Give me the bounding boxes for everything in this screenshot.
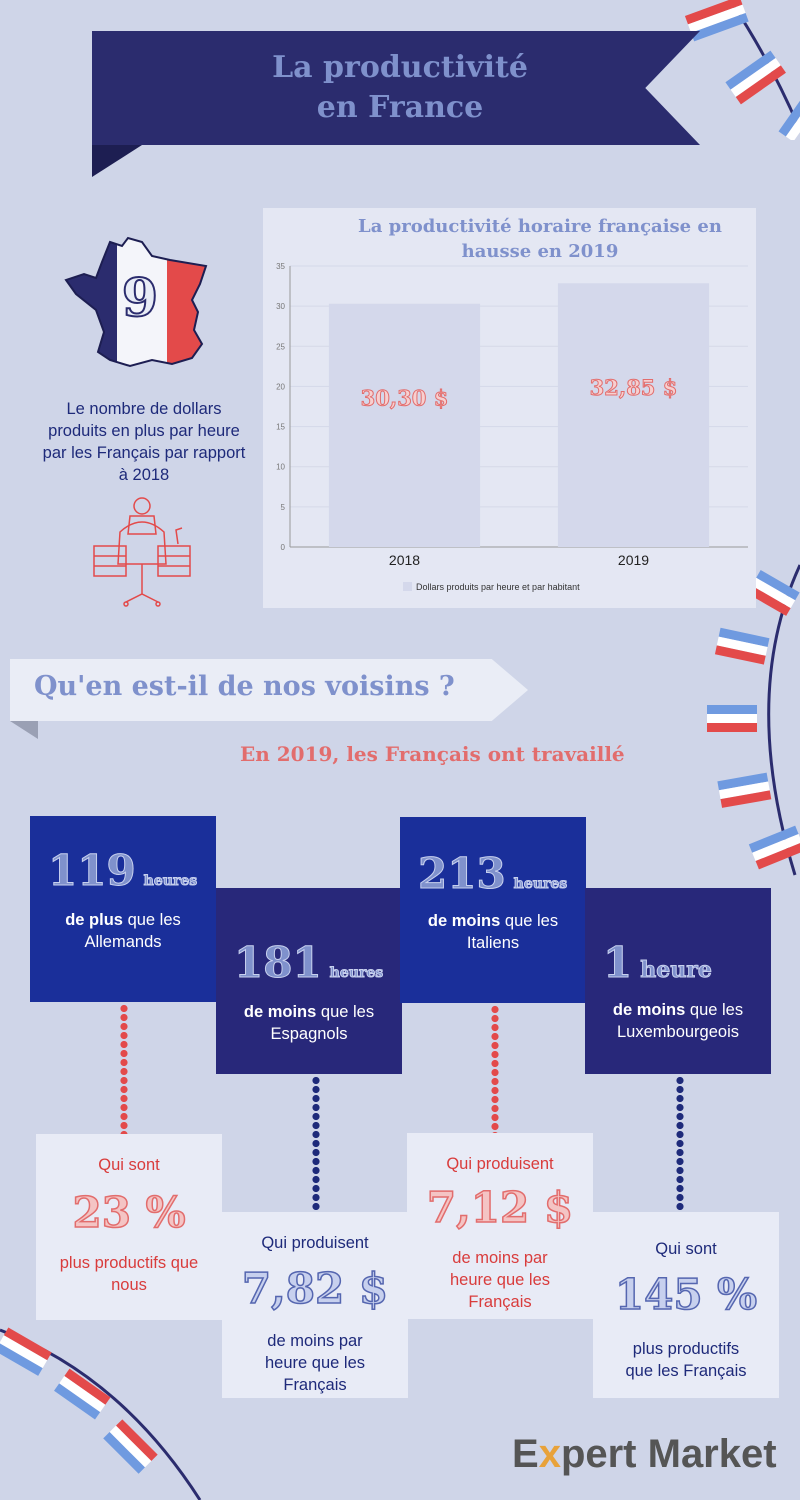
legend-swatch (403, 582, 412, 591)
hours-figure: 181 heures (234, 938, 402, 988)
page-title-line2: en France (316, 90, 484, 125)
comparison-card-germany: 119 heures de plus que les Allemands (30, 816, 216, 1002)
result-card-italy: Qui produisent 7,12 $ de moins par heure… (407, 1133, 593, 1319)
result-lead: Qui produisent (446, 1155, 554, 1173)
comparison-card-italy: 213 heures de moins que les Italiens (400, 817, 586, 1003)
logo-x: x (538, 1432, 561, 1476)
france-description: Le nombre de dollars produits en plus pa… (42, 400, 246, 484)
legend-label: Dollars produits par heure et par habita… (416, 582, 580, 592)
comparison-bold: de moins (612, 1001, 686, 1019)
dotted-connector (312, 1076, 320, 1210)
desk-worker-icon (93, 497, 191, 607)
y-tick-label: 10 (276, 463, 285, 472)
dotted-connector (120, 1004, 128, 1134)
x-tick-label: 2018 (389, 552, 420, 568)
x-tick-label: 2019 (618, 552, 649, 568)
comparison-card-luxembourg: 1 heure de moins que les Luxembourgeois (585, 888, 771, 1074)
comparison-bold: de plus (65, 911, 123, 929)
comparison-rest: que les Luxembourgeois (617, 1001, 744, 1041)
comparison-bold: de moins (243, 1003, 317, 1021)
dotted-connector (491, 1005, 499, 1133)
dotted-connector (676, 1076, 684, 1210)
hours-unit: heure (640, 957, 713, 984)
hours-unit: heures (143, 873, 198, 890)
result-value: 7,12 $ (426, 1182, 574, 1233)
result-lead: Qui sont (655, 1240, 717, 1258)
y-tick-label: 15 (276, 423, 285, 432)
comparison-card-spain: 181 heures de moins que les Espagnols (216, 888, 402, 1074)
comparison-rest: que les Espagnols (270, 1003, 375, 1043)
page-title: La productivité en France (200, 48, 600, 128)
hours-figure: 213 heures (418, 849, 586, 899)
hours-unit: heures (329, 965, 384, 982)
hours-number: 181 (234, 938, 323, 988)
result-card-germany: Qui sont 23 % plus productifs que nous (36, 1134, 222, 1320)
section-heading: Qu'en est-il de nos voisins ? (34, 671, 455, 702)
logo-part: E (512, 1432, 539, 1476)
section-banner-fold (10, 721, 38, 739)
comparison-bold: de moins (427, 912, 501, 930)
result-text: plus productifs que nous (59, 1254, 199, 1294)
bar-data-label: 30,30 $ (361, 385, 449, 410)
hours-number: 1 (602, 938, 633, 988)
y-tick-label: 30 (276, 302, 285, 311)
y-tick-label: 25 (276, 342, 285, 351)
bar (328, 303, 481, 547)
france-number: 9 (121, 267, 159, 330)
comparison-text: de moins que les Luxembourgeois (585, 999, 771, 1043)
hours-figure: 1 heure (602, 938, 771, 988)
y-tick-label: 20 (276, 382, 285, 391)
y-tick-label: 5 (281, 503, 286, 512)
result-text: plus productifs que les Français (625, 1340, 747, 1380)
result-lead: Qui sont (98, 1156, 160, 1174)
hours-figure: 119 heures (48, 846, 216, 896)
hours-number: 213 (418, 849, 507, 899)
comparison-text: de moins que les Espagnols (216, 1001, 402, 1045)
logo-part: pert Market (560, 1432, 777, 1476)
y-tick-label: 35 (276, 262, 285, 271)
expert-market-logo: Expert Market (512, 1432, 777, 1477)
bar-chart: 0 5 10 15 20 25 30 35 30,30 $ 2018 32,85 $ 2019 Doll… (276, 262, 748, 592)
result-value: 23 % (72, 1187, 186, 1238)
result-value: 145 % (614, 1269, 758, 1320)
result-text: de moins par heure que les Français (450, 1249, 550, 1311)
y-tick-label: 0 (281, 543, 286, 552)
header-banner (92, 31, 700, 145)
section-subtitle: En 2019, les Français ont travaillé (240, 742, 625, 766)
bunting-right (707, 564, 800, 876)
section-banner (10, 659, 528, 721)
result-value: 7,82 $ (241, 1263, 389, 1314)
bunting-top-right (684, 0, 800, 140)
bunting-bottom-left (0, 1327, 202, 1500)
bar (557, 283, 710, 547)
hours-number: 119 (48, 846, 137, 896)
chart-title: La productivité horaire française en hau… (358, 216, 722, 262)
page-title-line1: La productivité (272, 50, 528, 85)
comparison-rest: que les Allemands (84, 911, 181, 951)
comparison-text: de moins que les Italiens (400, 910, 586, 954)
result-lead: Qui produisent (261, 1234, 369, 1252)
comparison-rest: que les Italiens (466, 912, 559, 952)
hours-unit: heures (513, 876, 568, 893)
result-card-spain: Qui produisent 7,82 $ de moins par heure… (222, 1212, 408, 1398)
bar-data-label: 32,85 $ (590, 375, 678, 400)
header-banner-fold (92, 145, 142, 177)
france-flag-map-icon (64, 236, 208, 368)
result-card-luxembourg: Qui sont 145 % plus productifs que les F… (593, 1212, 779, 1398)
result-text: de moins par heure que les Français (265, 1332, 365, 1394)
comparison-text: de plus que les Allemands (30, 909, 216, 953)
